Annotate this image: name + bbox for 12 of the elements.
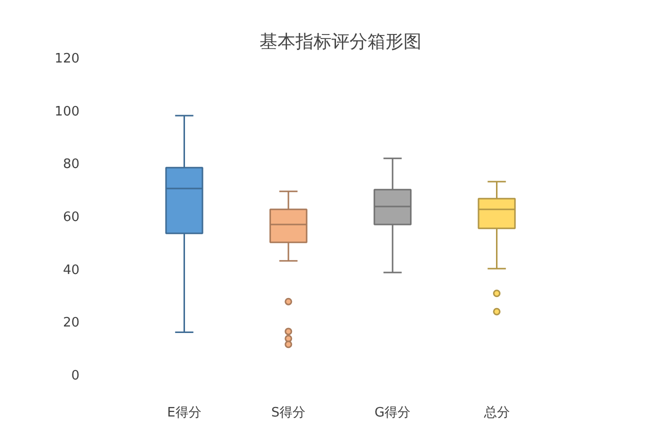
y-tick-label: 0 — [71, 368, 80, 384]
x-tick-label: 总分 — [482, 406, 510, 420]
y-tick-label: 20 — [62, 316, 80, 331]
chart-title: 基本指标评分箱形图 — [260, 32, 422, 52]
x-tick-label: G得分 — [374, 406, 411, 420]
y-tick-label: 60 — [62, 210, 80, 225]
y-tick-label: 120 — [54, 52, 80, 66]
x-tick-label: S得分 — [271, 406, 306, 420]
y-tick-label: 100 — [54, 104, 80, 120]
y-tick-label: 40 — [62, 262, 80, 278]
y-tick-label: 80 — [62, 157, 80, 172]
x-tick-label: E得分 — [167, 406, 202, 420]
